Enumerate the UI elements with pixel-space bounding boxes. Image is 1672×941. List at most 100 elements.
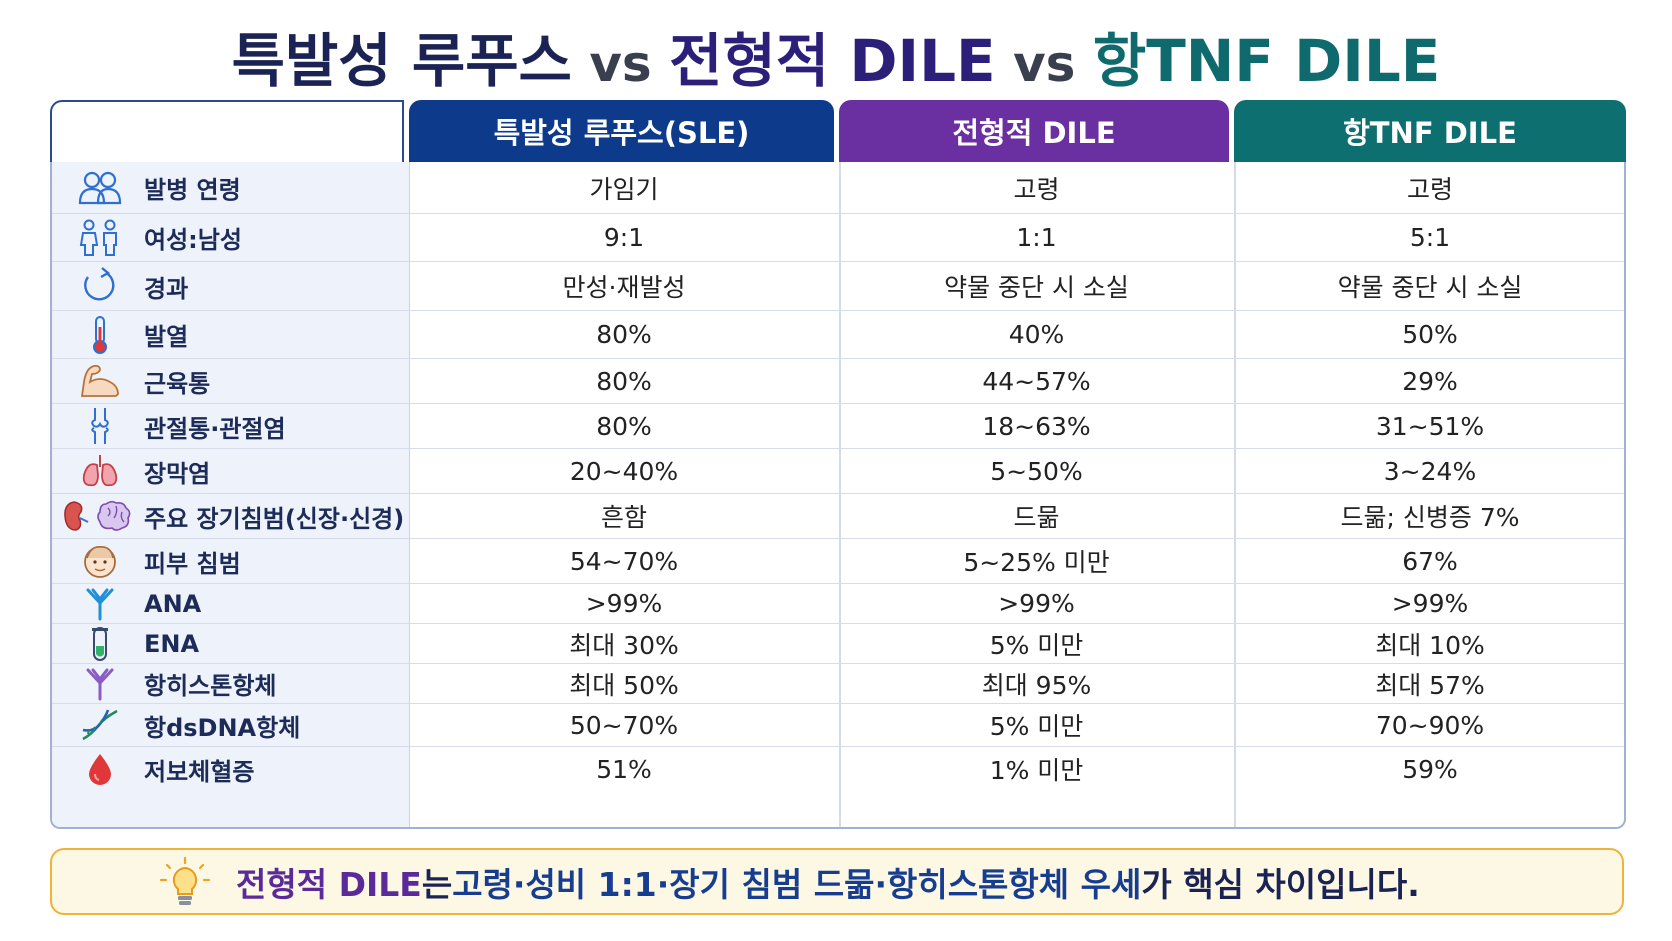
cell-sle: 80% — [596, 366, 652, 396]
table-row: 발병 연령 가임기 고령 고령 — [52, 162, 1624, 214]
row-label: ENA — [144, 629, 200, 658]
takeaway-text: 전형적 DILE 는 고령·성비 1:1·장기 침범 드묾·항히스톤항체 우세 가 … — [236, 850, 1420, 913]
cycle-arrow-icon — [70, 262, 130, 310]
takeaway-highlight: 전형적 DILE — [236, 864, 422, 904]
table-row: 근육통 80% 44~57% 29% — [52, 359, 1624, 404]
row-label: 저보체혈증 — [144, 757, 255, 786]
cell-dile: 고령 — [1013, 174, 1060, 204]
cell-dile: 드묾 — [1013, 503, 1060, 532]
cell-tnf: 29% — [1402, 366, 1458, 396]
blood-drop-icon — [70, 747, 130, 791]
row-label: 발병 연령 — [144, 176, 241, 204]
table-body: 발병 연령 가임기 고령 고령 여성:남성 9:1 1:1 5:1 경과 만성·… — [50, 162, 1626, 829]
row-label: ANA — [144, 589, 202, 618]
row-label: 장막염 — [144, 459, 211, 488]
title-dile: 전형적 DILE — [669, 27, 996, 95]
face-icon — [70, 539, 130, 583]
table-corner — [50, 100, 404, 162]
table-row: ANA >99% >99% >99% — [52, 584, 1624, 624]
title-vs-2: vs — [995, 35, 1093, 93]
table-row: 발열 80% 40% 50% — [52, 311, 1624, 359]
people-icon — [70, 162, 130, 213]
cell-sle: 최대 50% — [569, 670, 679, 700]
cell-dile: 5~50% — [990, 456, 1083, 486]
cell-dile: 5% 미만 — [989, 712, 1084, 741]
label-column-bg — [52, 162, 410, 827]
title-sle: 특발성 루푸스 — [231, 27, 572, 95]
row-label: 발열 — [144, 323, 189, 351]
cell-sle: 80% — [596, 320, 652, 349]
page-title: 특발성 루푸스 vs 전형적 DILE vs 항TNF DILE — [0, 14, 1672, 98]
table-row: 경과 만성·재발성 약물 중단 시 소실 약물 중단 시 소실 — [52, 262, 1624, 311]
cell-sle: 51% — [596, 754, 652, 784]
joint-icon — [70, 404, 130, 448]
comparison-table: 특발성 루푸스(SLE) 전형적 DILE 항TNF DILE 발병 연령 가임… — [50, 100, 1626, 829]
header-classic-dile: 전형적 DILE — [839, 100, 1229, 162]
row-label: 관절통·관절염 — [144, 414, 286, 443]
title-vs-1: vs — [571, 35, 670, 93]
cell-sle: 54~70% — [569, 546, 679, 576]
cell-sle: 80% — [596, 411, 652, 441]
lungs-icon — [70, 449, 130, 493]
table-row: 항dsDNA항체 50~70% 5% 미만 70~90% — [52, 704, 1624, 747]
thermometer-icon — [70, 311, 130, 358]
cell-sle: 가임기 — [589, 174, 659, 204]
table-row: ENA 최대 30% 5% 미만 최대 10% — [52, 624, 1624, 664]
cell-tnf: 70~90% — [1375, 710, 1485, 740]
cell-tnf: 약물 중단 시 소실 — [1337, 273, 1523, 302]
cell-tnf: >99% — [1391, 589, 1469, 618]
row-label: 여성:남성 — [144, 226, 242, 254]
header-sle: 특발성 루푸스(SLE) — [409, 100, 834, 162]
row-label: 항dsDNA항체 — [144, 713, 301, 742]
cell-tnf: 최대 10% — [1375, 630, 1485, 660]
cell-sle: 9:1 — [603, 223, 645, 252]
cell-dile: 44~57% — [982, 366, 1091, 396]
cell-tnf: 최대 57% — [1375, 670, 1485, 700]
row-label: 피부 침범 — [144, 549, 241, 578]
key-takeaway-banner: 전형적 DILE 는 고령·성비 1:1·장기 침범 드묾·항히스톤항체 우세 가 … — [50, 848, 1624, 915]
cell-sle: >99% — [585, 589, 663, 618]
cell-dile: 40% — [1008, 320, 1065, 349]
table-row: 장막염 20~40% 5~50% 3~24% — [52, 449, 1624, 494]
cell-tnf: 31~51% — [1375, 411, 1485, 441]
cell-dile: 약물 중단 시 소실 — [944, 273, 1129, 302]
cell-tnf: 59% — [1402, 754, 1458, 784]
cell-sle: 50~70% — [569, 710, 679, 740]
cell-sle: 20~40% — [569, 456, 679, 486]
cell-dile: 18~63% — [982, 411, 1091, 441]
dna-icon — [70, 704, 130, 746]
test-tube-icon — [70, 624, 130, 663]
muscle-arm-icon — [70, 359, 130, 403]
cell-dile: 5~25% 미만 — [963, 548, 1110, 577]
cell-sle: 만성·재발성 — [562, 273, 686, 302]
table-row: 저보체혈증 51% 1% 미만 59% — [52, 747, 1624, 827]
row-label: 주요 장기침범(신장·신경) — [144, 504, 405, 533]
cell-tnf: 고령 — [1406, 174, 1453, 204]
takeaway-ending: 가 핵심 차이입니다. — [1141, 864, 1420, 904]
kidney-brain-icon — [60, 494, 136, 538]
cell-dile: >99% — [998, 589, 1075, 618]
takeaway-emphasis: 고령·성비 1:1·장기 침범 드묾·항히스톤항체 우세 — [452, 864, 1142, 904]
cell-tnf: 3~24% — [1383, 456, 1477, 486]
table-row: 관절통·관절염 80% 18~63% 31~51% — [52, 404, 1624, 449]
cell-dile: 최대 95% — [981, 670, 1092, 700]
cell-sle: 흔함 — [600, 503, 647, 532]
takeaway-connector: 는 — [421, 864, 453, 904]
cell-tnf: 50% — [1402, 320, 1458, 349]
cell-dile: 1:1 — [1016, 223, 1057, 252]
row-label: 경과 — [144, 274, 189, 303]
lightbulb-icon — [158, 856, 212, 914]
table-row: 피부 침범 54~70% 5~25% 미만 67% — [52, 539, 1624, 584]
table-row: 항히스톤항체 최대 50% 최대 95% 최대 57% — [52, 664, 1624, 704]
title-tnf: 항TNF DILE — [1092, 27, 1441, 95]
antibody-purple-icon — [70, 664, 130, 703]
header-anti-tnf-dile: 항TNF DILE — [1234, 100, 1626, 162]
cell-tnf: 드묾; 신병증 7% — [1340, 503, 1520, 532]
table-row: 주요 장기침범(신장·신경) 흔함 드묾 드묾; 신병증 7% — [52, 494, 1624, 539]
row-label: 항히스톤항체 — [144, 672, 277, 700]
cell-sle: 최대 30% — [569, 630, 679, 660]
female-male-icon — [70, 214, 130, 261]
row-label: 근육통 — [144, 369, 211, 398]
cell-tnf: 67% — [1402, 546, 1458, 576]
antibody-icon — [70, 584, 130, 623]
